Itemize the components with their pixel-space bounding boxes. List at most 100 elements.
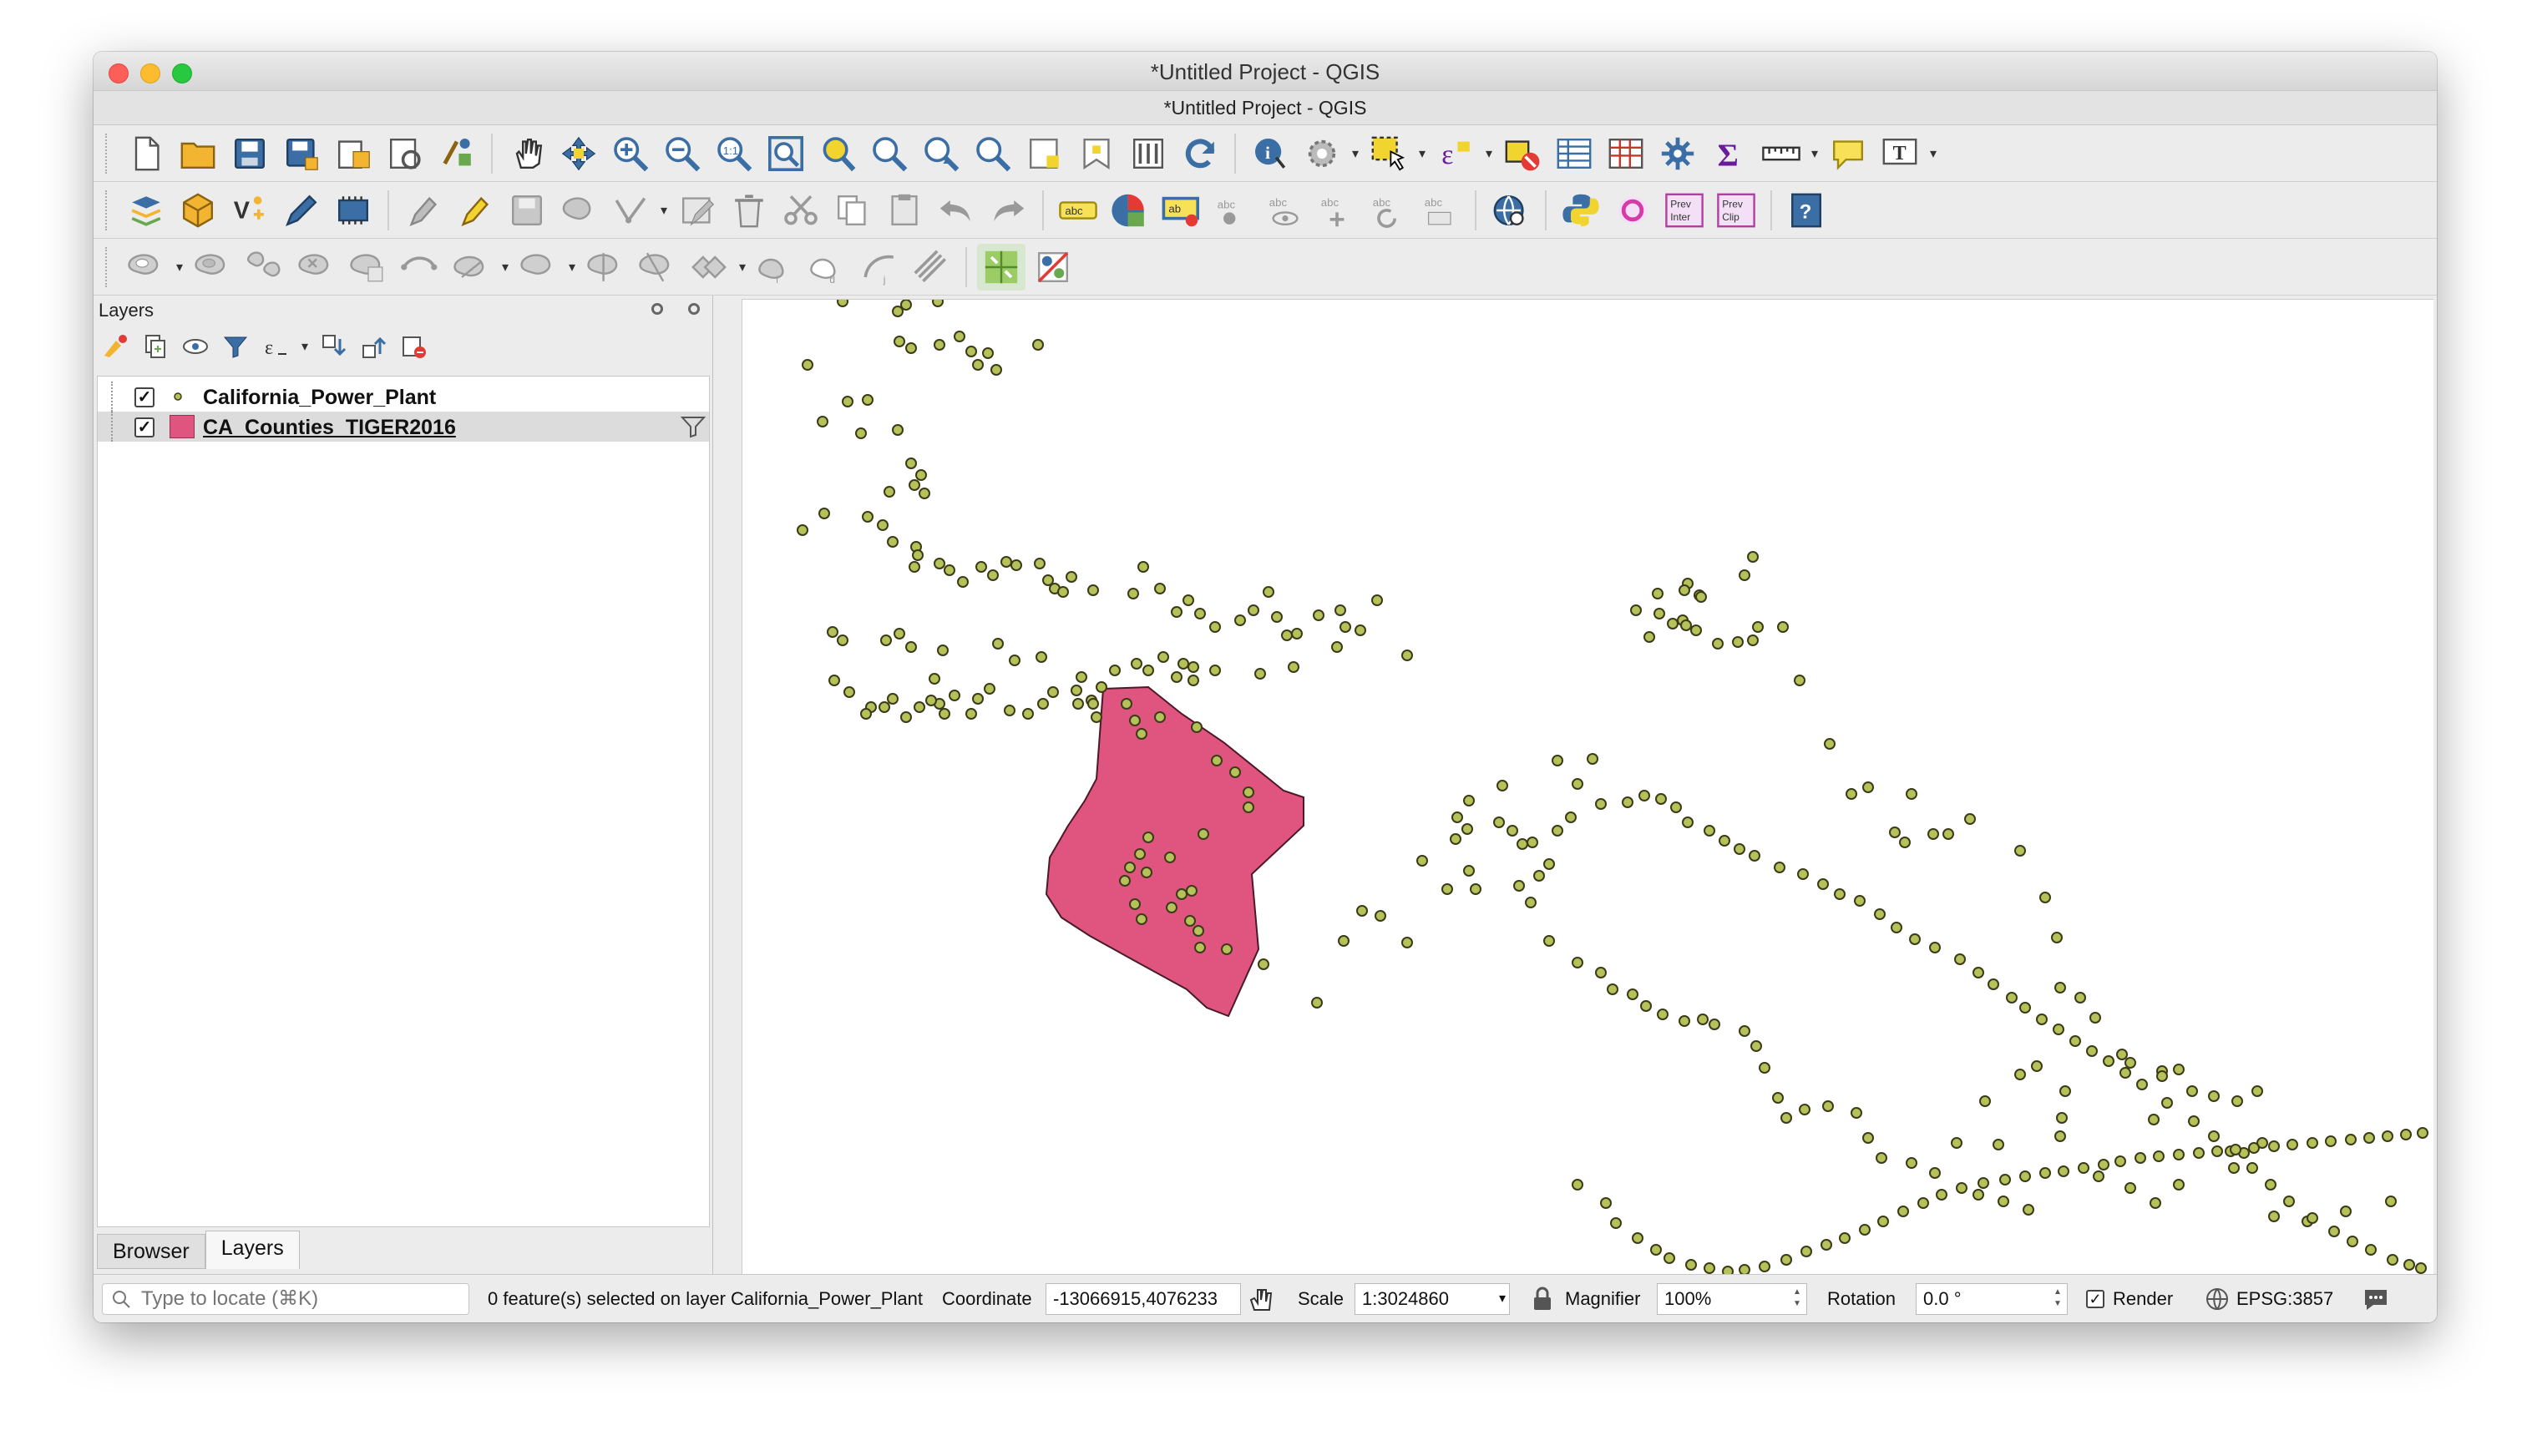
deselect-icon[interactable]	[1498, 130, 1547, 177]
text-annotation-icon[interactable]: T	[1876, 130, 1924, 177]
power-plant-point[interactable]	[1964, 813, 1976, 825]
digitize-icon[interactable]	[277, 187, 326, 234]
power-plant-point[interactable]	[1441, 883, 1453, 895]
scale-dropdown-icon[interactable]: ▾	[1498, 1292, 1506, 1306]
power-plant-point[interactable]	[1493, 816, 1505, 828]
power-plant-point[interactable]	[1657, 1009, 1669, 1020]
power-plant-point[interactable]	[2286, 1139, 2298, 1150]
power-plant-point[interactable]	[1507, 825, 1518, 837]
paste-features-icon[interactable]	[880, 187, 929, 234]
power-plant-point[interactable]	[1401, 937, 1413, 948]
power-plant-point[interactable]	[1794, 675, 1805, 686]
power-plant-point[interactable]	[954, 331, 965, 342]
power-plant-point[interactable]	[1401, 650, 1413, 661]
power-plant-point[interactable]	[1929, 942, 1941, 953]
filter-expression-icon[interactable]: ε	[259, 330, 292, 363]
power-plant-point[interactable]	[1066, 571, 1077, 583]
plugin-icon[interactable]	[1029, 244, 1077, 291]
power-plant-point[interactable]	[1331, 641, 1343, 653]
toggle-editing-icon[interactable]	[451, 187, 499, 234]
panel-close-button[interactable]	[688, 303, 700, 315]
power-plant-point[interactable]	[1655, 793, 1667, 805]
power-plant-point[interactable]	[905, 641, 917, 653]
power-plant-point[interactable]	[855, 427, 867, 439]
power-plant-point[interactable]	[1750, 1040, 1762, 1052]
show-bookmarks-icon[interactable]	[1072, 130, 1121, 177]
refresh-icon[interactable]	[1176, 130, 1224, 177]
power-plant-point[interactable]	[1653, 608, 1665, 619]
power-plant-point[interactable]	[944, 564, 955, 576]
power-plant-point[interactable]	[1229, 766, 1241, 778]
power-plant-point[interactable]	[892, 424, 904, 436]
power-plant-point[interactable]	[1463, 865, 1475, 877]
power-plant-point[interactable]	[1131, 658, 1142, 670]
power-plant-point[interactable]	[1166, 902, 1177, 913]
power-plant-point[interactable]	[2268, 1140, 2280, 1152]
power-plant-point[interactable]	[1638, 790, 1650, 801]
power-plant-point[interactable]	[1119, 875, 1131, 887]
split-features-icon[interactable]	[581, 244, 630, 291]
power-plant-point[interactable]	[1704, 825, 1715, 837]
save-project-icon[interactable]	[225, 130, 274, 177]
power-plant-point[interactable]	[894, 336, 905, 347]
merge-features-icon[interactable]	[685, 244, 733, 291]
power-plant-point[interactable]	[2363, 1132, 2375, 1144]
crs-label[interactable]: EPSG:3857	[2236, 1288, 2334, 1309]
power-plant-point[interactable]	[1009, 655, 1020, 666]
power-plant-point[interactable]	[1552, 755, 1563, 766]
fill-ring-icon[interactable]	[189, 244, 237, 291]
power-plant-point[interactable]	[1134, 848, 1146, 860]
power-plant-point[interactable]	[1334, 604, 1346, 616]
power-plant-point[interactable]	[1650, 1244, 1662, 1256]
attribute-table-icon[interactable]	[1550, 130, 1598, 177]
power-plant-point[interactable]	[900, 711, 912, 723]
close-window-button[interactable]	[109, 63, 129, 83]
power-plant-point[interactable]	[2014, 845, 2026, 857]
rotate-point-icon[interactable]: d	[803, 244, 852, 291]
power-plant-point[interactable]	[937, 645, 949, 656]
power-plant-point[interactable]	[1739, 1264, 1750, 1274]
power-plant-point[interactable]	[2325, 1135, 2337, 1147]
power-plant-point[interactable]	[1248, 604, 1259, 616]
power-plant-point[interactable]	[1998, 1196, 2009, 1207]
add-part-icon[interactable]	[241, 244, 289, 291]
merge-attributes-icon[interactable]: f	[752, 244, 800, 291]
power-plant-point[interactable]	[1000, 556, 1012, 568]
pin-label-icon[interactable]: abc	[1209, 187, 1258, 234]
power-plant-point[interactable]	[909, 561, 920, 573]
power-plant-point[interactable]	[1243, 801, 1254, 813]
power-plant-point[interactable]	[1988, 978, 1999, 990]
power-plant-point[interactable]	[1719, 835, 1730, 847]
measure-dropdown-icon[interactable]: ▾	[1810, 146, 1819, 161]
power-plant-point[interactable]	[1747, 551, 1759, 563]
collapse-all-icon[interactable]	[357, 330, 391, 363]
power-plant-point[interactable]	[905, 342, 917, 354]
temporal-controller-icon[interactable]	[1124, 130, 1172, 177]
power-plant-point[interactable]	[905, 458, 917, 469]
power-plant-point[interactable]	[2051, 932, 2063, 943]
power-plant-point[interactable]	[1096, 681, 1107, 693]
power-plant-point[interactable]	[1972, 967, 1984, 978]
power-plant-point[interactable]	[1640, 1000, 1652, 1012]
power-plant-point[interactable]	[2031, 1060, 2043, 1072]
power-plant-point[interactable]	[1780, 1254, 1792, 1266]
zoom-selection-icon[interactable]	[865, 130, 914, 177]
power-plant-point[interactable]	[2387, 1254, 2398, 1266]
power-plant-point[interactable]	[2265, 1179, 2276, 1191]
power-plant-point[interactable]	[2019, 1170, 2031, 1182]
power-plant-point[interactable]	[1664, 1252, 1675, 1264]
power-plant-point[interactable]	[1142, 832, 1154, 843]
power-plant-point[interactable]	[2208, 1090, 2220, 1102]
power-plant-point[interactable]	[2347, 1236, 2358, 1247]
power-plant-point[interactable]	[2283, 1196, 2295, 1207]
power-plant-point[interactable]	[1679, 1015, 1690, 1027]
power-plant-point[interactable]	[2069, 1035, 2081, 1047]
power-plant-point[interactable]	[1182, 594, 1194, 606]
power-plant-point[interactable]	[1851, 1107, 1862, 1119]
power-plant-point[interactable]	[2116, 1049, 2128, 1060]
power-plant-point[interactable]	[1632, 1232, 1643, 1244]
power-plant-point[interactable]	[2093, 1170, 2104, 1182]
power-plant-point[interactable]	[2173, 1149, 2185, 1160]
messages-icon[interactable]	[2362, 1287, 2390, 1312]
action-icon[interactable]	[1298, 130, 1346, 177]
